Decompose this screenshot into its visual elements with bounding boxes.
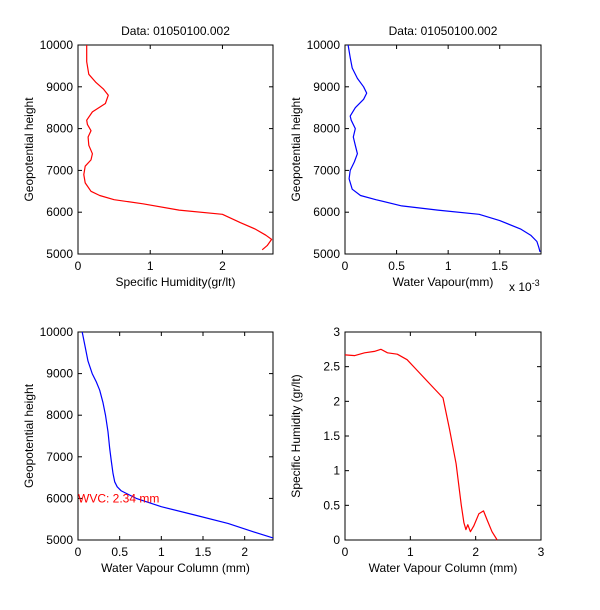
x-tick-label: 2: [219, 259, 226, 273]
y-tick-label: 10000: [40, 38, 74, 52]
plot-area: [77, 44, 274, 255]
y-tick-label: 1.5: [323, 429, 340, 443]
y-axis-label: Geopotential height: [22, 383, 36, 488]
x-axis-label: Water Vapour Column (mm): [101, 561, 250, 575]
y-tick-label: 3: [333, 325, 340, 339]
y-tick-label: 0.5: [323, 498, 340, 512]
y-tick-label: 10000: [307, 38, 341, 52]
x-axis-label: Specific Humidity(gr/lt): [115, 275, 235, 289]
multiplier-base: x 10: [509, 280, 532, 294]
y-tick-label: 6000: [313, 205, 340, 219]
y-tick-label: 9000: [46, 367, 73, 381]
series-line-1: [81, 331, 274, 539]
plot-area: [344, 44, 542, 255]
x-tick-label: 0: [342, 545, 349, 559]
y-axis-label: Geopotential height: [22, 97, 36, 202]
x-tick-label: 2: [472, 545, 479, 559]
x-tick-label: 0: [75, 259, 82, 273]
y-tick-label: 6000: [46, 205, 73, 219]
y-tick-label: 5000: [46, 247, 73, 261]
series-line-1: [347, 44, 541, 253]
y-tick-label: 0: [333, 533, 340, 547]
y-tick-label: 7000: [313, 163, 340, 177]
chart-panel-2: 0 0.5 1 1.5 5000 6000 7000 8000 9000 10000 Data: 0…: [289, 24, 542, 294]
series-line-1: [344, 348, 498, 541]
y-tick-label: 2.5: [323, 360, 340, 374]
y-tick-label: 9000: [313, 80, 340, 94]
multiplier-exponent: -3: [532, 278, 540, 288]
y-tick-label: 8000: [46, 122, 73, 136]
y-tick-label: 7000: [46, 163, 73, 177]
y-tick-label: 2: [333, 394, 340, 408]
y-axis-label: Specific Humidity (gr/lt): [289, 374, 303, 497]
x-tick-label: 1: [158, 545, 165, 559]
x-tick-label: 1: [147, 259, 154, 273]
y-tick-label: 1: [333, 464, 340, 478]
x-tick-label: 1.5: [195, 545, 212, 559]
x-tick-label: 1: [407, 545, 414, 559]
x-tick-label: 0: [75, 545, 82, 559]
y-axis-label: Geopotential height: [289, 97, 303, 202]
x-tick-label: 3: [538, 545, 545, 559]
y-tick-label: 8000: [46, 408, 73, 422]
x-axis-label: Water Vapour Column (mm): [369, 561, 518, 575]
y-tick-label: 10000: [40, 325, 74, 339]
chart-title: Data: 01050100.002: [389, 24, 498, 38]
y-tick-label: 8000: [313, 122, 340, 136]
x-axis-label: Water Vapour(mm): [393, 275, 494, 289]
x-tick-label: 1: [445, 259, 452, 273]
chart-panel-3: 0 0.5 1 1.5 2 5000 6000 7000 8000 9000 10000 Water …: [22, 325, 274, 575]
x-tick-label: 2: [241, 545, 248, 559]
y-tick-label: 9000: [46, 80, 73, 94]
y-tick-label: 6000: [46, 491, 73, 505]
chart-panel-1: 0 1 2 5000 6000 7000 8000 9000 10000 Data: 010501…: [22, 24, 274, 289]
x-tick-label: 0.5: [388, 259, 405, 273]
y-tick-label: 5000: [46, 533, 73, 547]
x-tick-label: 1.5: [491, 259, 508, 273]
y-tick-label: 7000: [46, 450, 73, 464]
chart-panel-4: 0 1 2 3 0 0.5 1 1.5 2 2.5 3 Water Vapour Column (mm…: [289, 325, 545, 575]
series-line-1: [83, 45, 273, 251]
wvc-annotation: WVC: 2.34 mm: [78, 491, 159, 505]
x-tick-label: 0.5: [111, 545, 128, 559]
x-axis-multiplier: x 10-3: [509, 278, 540, 294]
x-tick-label: 0: [342, 259, 349, 273]
plot-area: [344, 331, 542, 541]
y-tick-label: 5000: [313, 247, 340, 261]
plot-area: [77, 331, 274, 541]
chart-title: Data: 01050100.002: [121, 24, 230, 38]
